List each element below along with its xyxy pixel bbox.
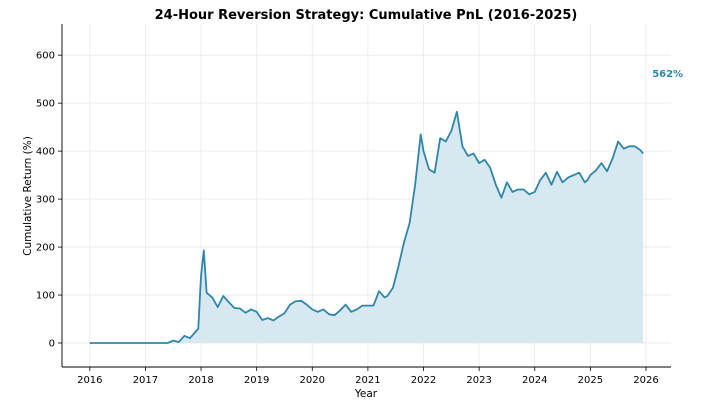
- x-axis-ticks: 2016 2017 2018 2019 2020 2021 2022 2023 2024 2025…: [77, 367, 659, 386]
- final-return-label: 562%: [652, 69, 683, 80]
- chart-title: 24-Hour Reversion Strategy: Cumulative P…: [155, 8, 578, 23]
- cumulative-pnl-line: [89, 110, 644, 344]
- y-tick-label: 0: [49, 339, 55, 350]
- x-tick-label: 2022: [411, 375, 436, 386]
- x-tick-label: 2021: [355, 375, 380, 386]
- x-tick-label: 2024: [522, 375, 547, 386]
- axes: [61, 24, 671, 368]
- x-tick-label: 2016: [77, 375, 102, 386]
- y-tick-label: 500: [36, 99, 55, 110]
- x-tick-label: 2020: [300, 375, 325, 386]
- y-axis-ticks: 0 100 200 300 400 500 600: [36, 51, 62, 350]
- x-tick-label: 2018: [188, 375, 213, 386]
- y-tick-label: 200: [36, 243, 55, 254]
- area-layer: [89, 111, 644, 344]
- line-layer: [89, 110, 644, 344]
- x-tick-label: 2026: [633, 375, 658, 386]
- x-tick-label: 2017: [133, 375, 158, 386]
- x-tick-label: 2023: [466, 375, 491, 386]
- y-tick-label: 100: [36, 291, 55, 302]
- y-tick-label: 400: [36, 147, 55, 158]
- x-axis-label: Year: [354, 388, 378, 400]
- x-tick-label: 2025: [578, 375, 603, 386]
- y-tick-label: 600: [36, 51, 55, 62]
- y-axis-label: Cumulative Return (%): [22, 136, 34, 256]
- x-tick-label: 2019: [244, 375, 269, 386]
- cumulative-area-fill: [89, 111, 644, 344]
- y-tick-label: 300: [36, 195, 55, 206]
